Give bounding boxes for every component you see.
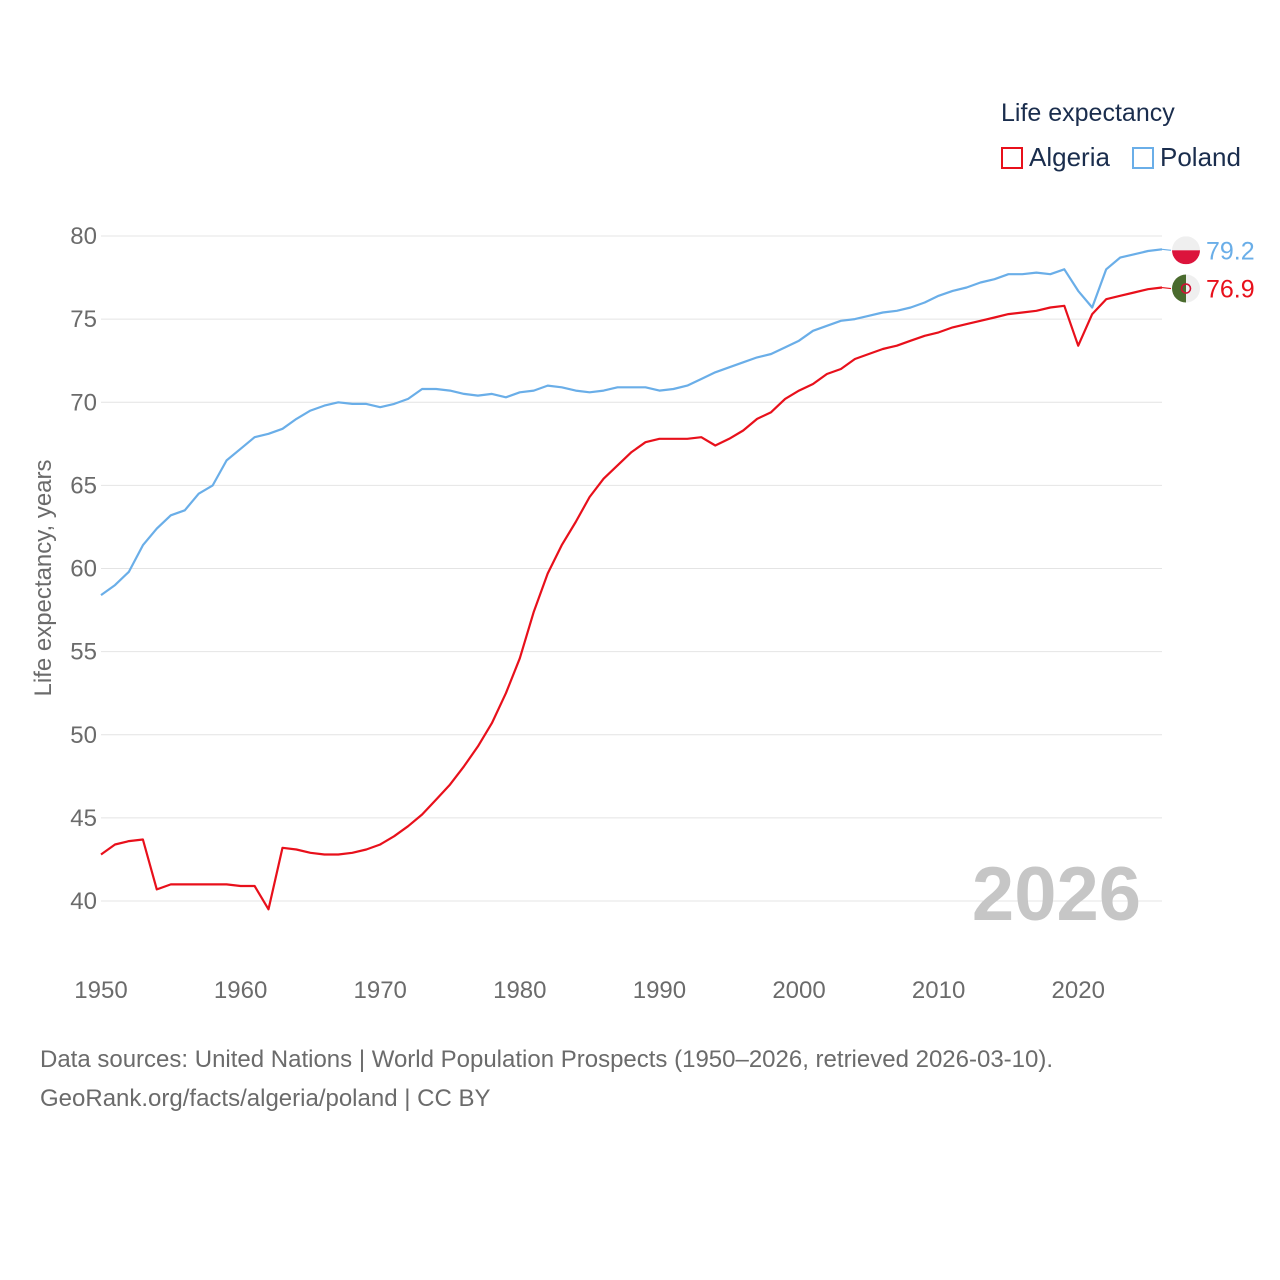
end-markers: 76.9 79.2 <box>1161 236 1255 304</box>
legend-title: Life expectancy <box>1001 99 1175 127</box>
legend-item-algeria[interactable]: Algeria <box>1001 142 1110 173</box>
y-axis-label: Life expectancy, years <box>30 459 57 696</box>
gridlines <box>101 235 1162 902</box>
x-tick-label: 2000 <box>772 977 825 1004</box>
legend-label-algeria: Algeria <box>1029 142 1110 172</box>
legend-label-poland: Poland <box>1160 142 1241 172</box>
connector-algeria <box>1161 286 1172 290</box>
year-label: 2026 <box>972 852 1141 937</box>
series-line-algeria <box>100 286 1163 911</box>
connector-poland <box>1161 248 1172 251</box>
series-lines <box>100 248 1163 911</box>
algeria-flag-icon <box>1172 274 1200 303</box>
end-value-algeria: 76.9 <box>1206 276 1255 304</box>
legend-swatch-algeria <box>1001 146 1023 169</box>
x-tick-label: 1970 <box>354 977 407 1004</box>
legend-swatch-poland <box>1132 146 1154 169</box>
x-tick-label: 2010 <box>912 977 965 1004</box>
y-tick-label: 75 <box>70 306 97 333</box>
y-tick-label: 50 <box>70 722 97 749</box>
series-line-poland <box>100 248 1163 596</box>
y-tick-label: 80 <box>70 223 97 250</box>
y-tick-label: 45 <box>70 805 97 832</box>
x-tick-label: 1950 <box>74 977 127 1004</box>
x-tick-label: 2020 <box>1052 977 1105 1004</box>
x-tick-label: 1960 <box>214 977 267 1004</box>
y-tick-label: 40 <box>70 888 97 915</box>
y-axis-ticks: 40 45 50 55 60 65 70 75 80 <box>70 223 97 915</box>
end-value-poland: 79.2 <box>1206 237 1255 265</box>
legend-item-poland[interactable]: Poland <box>1132 142 1241 173</box>
y-tick-label: 60 <box>70 556 97 583</box>
source-line: Data sources: United Nations | World Pop… <box>40 1046 1054 1073</box>
poland-flag-icon <box>1172 236 1200 265</box>
x-tick-label: 1990 <box>633 977 686 1004</box>
x-axis-ticks: 1950 1960 1970 1980 1990 2000 2010 2020 <box>74 977 1105 1004</box>
source-link[interactable]: GeoRank.org/facts/algeria/poland | CC BY <box>40 1085 491 1112</box>
x-tick-label: 1980 <box>493 977 546 1004</box>
y-tick-label: 70 <box>70 389 97 416</box>
y-tick-label: 55 <box>70 639 97 666</box>
y-tick-label: 65 <box>70 472 97 499</box>
